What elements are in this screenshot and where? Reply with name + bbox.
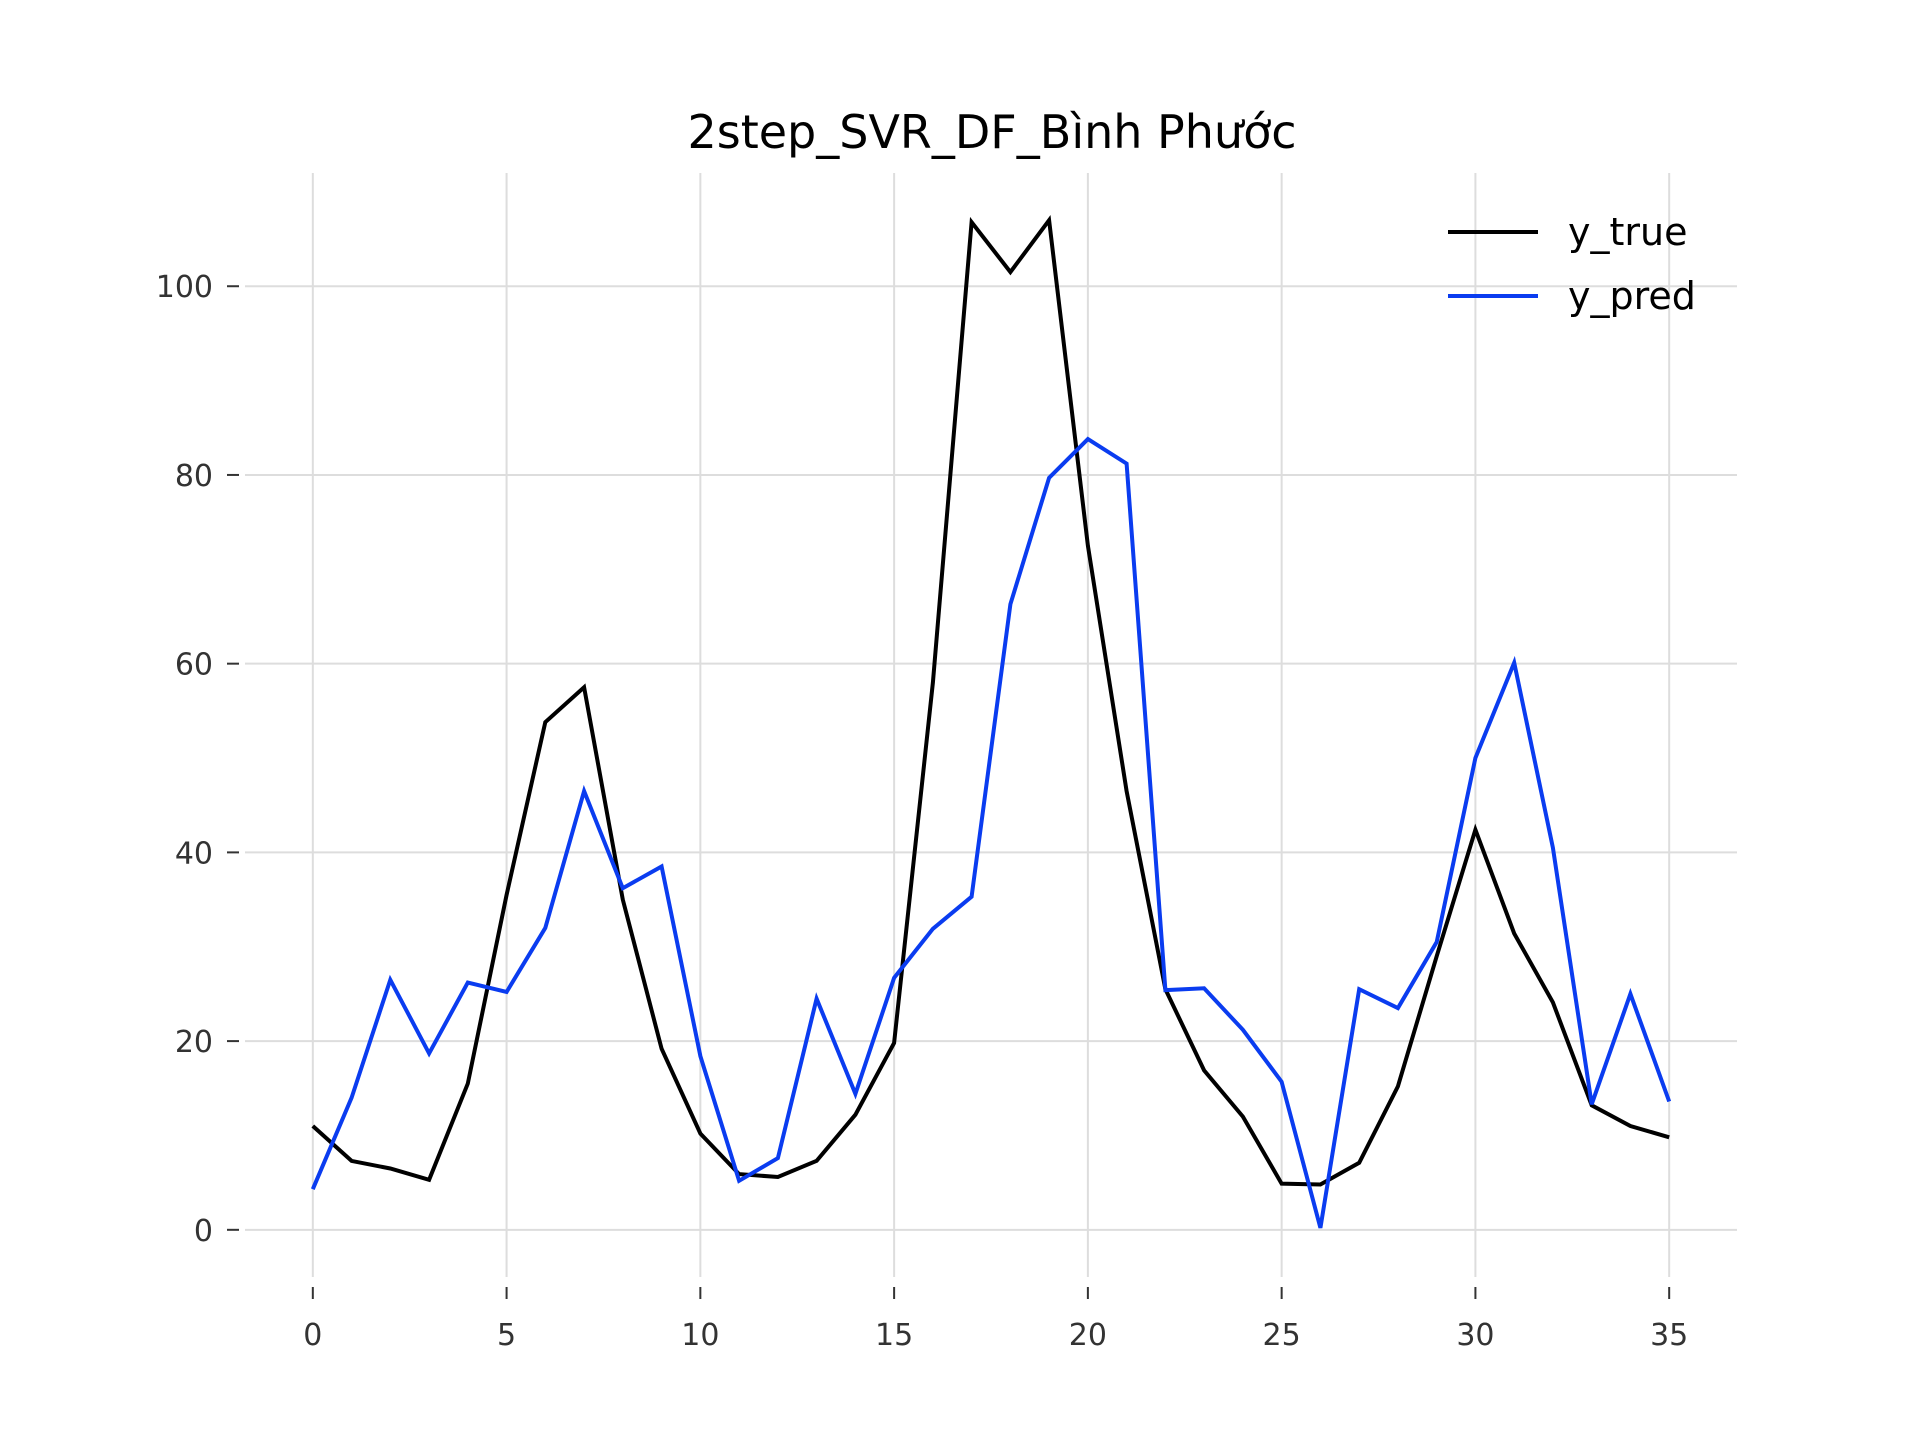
y-tick-label: 60 — [175, 648, 213, 683]
series-line-y-true — [311, 214, 1670, 1187]
chart-title: 2step_SVR_DF_Bình Phước — [687, 105, 1296, 159]
x-tick-label: 15 — [875, 1318, 913, 1353]
x-tick-label: 20 — [1069, 1318, 1107, 1353]
legend-label: y_pred — [1568, 274, 1696, 318]
x-tick-label: 30 — [1456, 1318, 1494, 1353]
x-axis: 0 5 10 15 20 25 30 35 — [303, 1287, 1688, 1353]
x-tick-label: 5 — [497, 1318, 516, 1353]
grid — [245, 173, 1737, 1277]
series-line-y-pred — [310, 436, 1672, 1229]
x-tick-label: 35 — [1650, 1318, 1688, 1353]
y-tick-label: 100 — [156, 270, 213, 305]
x-tick-label: 0 — [303, 1318, 322, 1353]
y-tick-label: 80 — [175, 459, 213, 494]
y-tick-label: 0 — [194, 1214, 213, 1249]
x-tick-label: 25 — [1263, 1318, 1301, 1353]
y-tick-label: 20 — [175, 1025, 213, 1060]
legend: y_true y_pred — [1448, 210, 1696, 318]
x-tick-label: 10 — [681, 1318, 719, 1353]
y-tick-label: 40 — [175, 836, 213, 871]
series-layer — [310, 214, 1672, 1229]
legend-label: y_true — [1568, 210, 1687, 254]
y-axis: 0 20 40 60 80 100 — [156, 270, 239, 1249]
